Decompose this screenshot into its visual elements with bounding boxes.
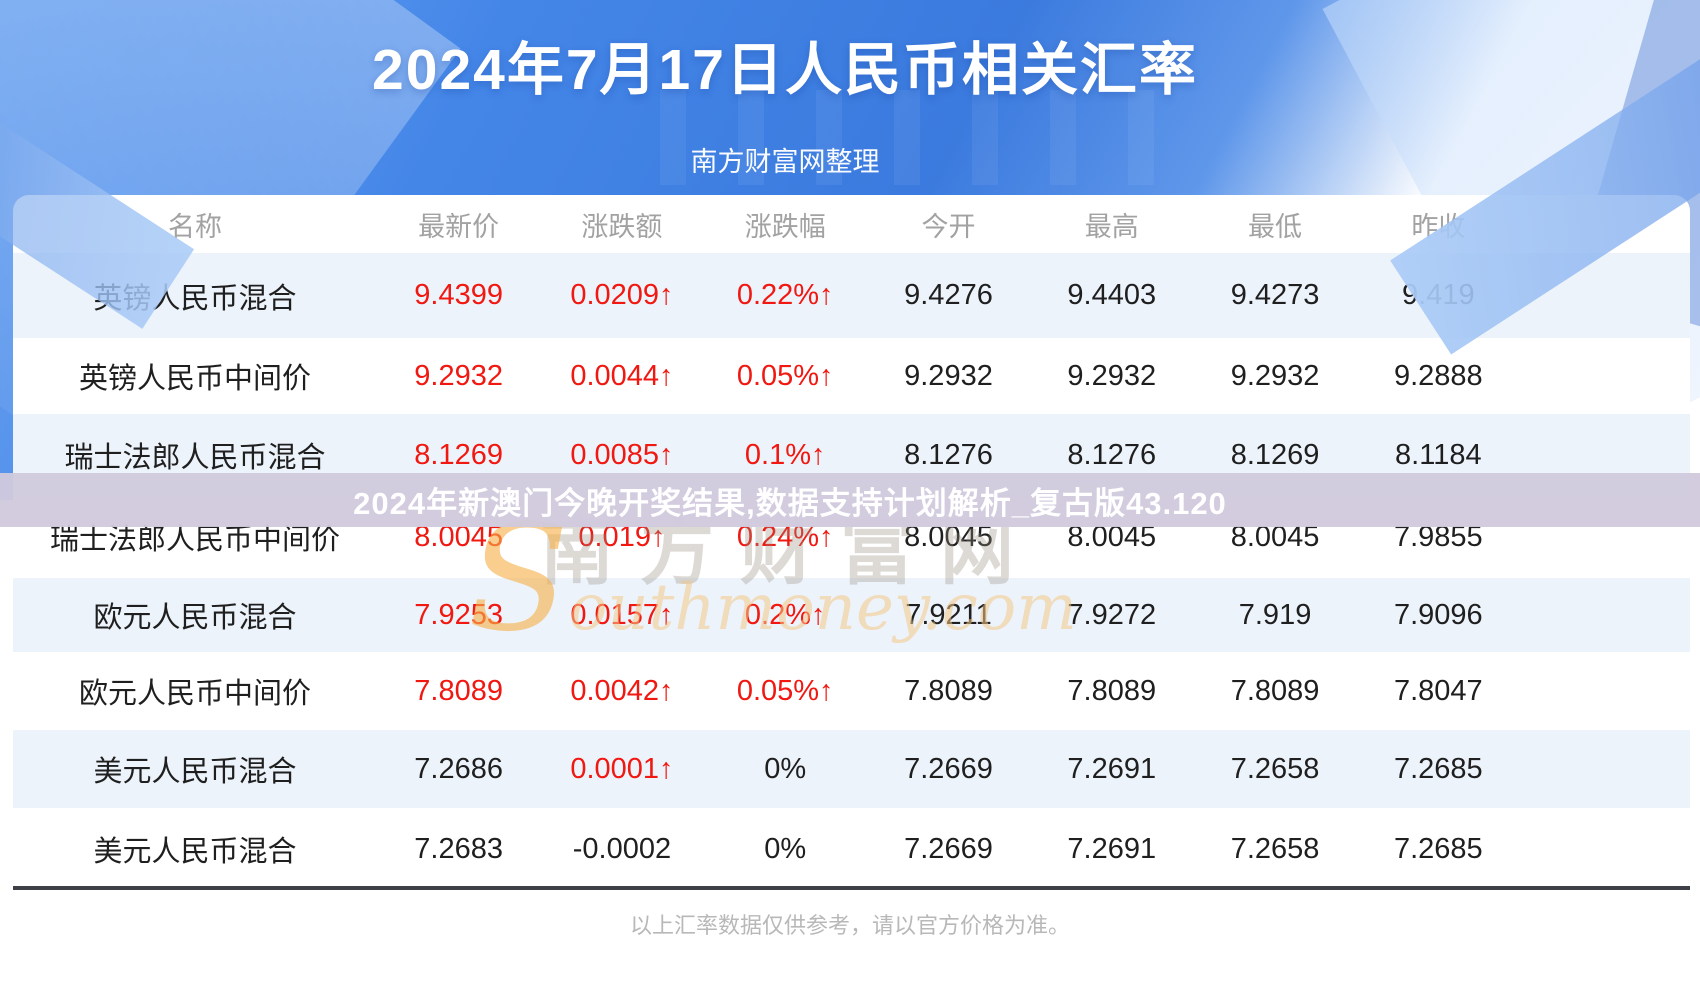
table-row: 英镑人民币中间价 9.2932 0.0044↑ 0.05%↑ 9.2932 9.2932 9…: [13, 338, 1690, 414]
change-cell: -0.0002: [572, 832, 672, 865]
open-cell: 8.1276: [904, 438, 993, 471]
currency-name-cell: 美元人民币混合: [93, 756, 297, 788]
prev-cell: 9.419: [1402, 279, 1475, 311]
low-cell: 7.2658: [1230, 752, 1320, 785]
table-row: 英镑人民币混合 9.4399 0.0209↑ 0.22%↑ 9.4276 9.4403 9.…: [13, 253, 1690, 338]
column-header-7: 昨收: [1411, 211, 1466, 242]
page-title: 2024年7月17日人民币相关汇率: [372, 38, 1198, 102]
page-subtitle: 南方财富网整理: [690, 147, 880, 177]
disclaimer-text: 以上汇率数据仅供参考，请以官方价格为准。: [629, 913, 1070, 938]
overlay-ad-banner: 2024年新澳门今晚开奖结果,数据支持计划解析_复古版43.120: [0, 473, 1700, 527]
prev-cell: 7.8047: [1393, 674, 1483, 707]
change-cell: 0.0042↑: [570, 674, 674, 707]
column-header-5: 最高: [1084, 211, 1139, 242]
last-cell: 9.2932: [414, 359, 503, 392]
change-cell: 0.0001↑: [570, 752, 674, 785]
last-cell: 7.2683: [414, 832, 503, 865]
currency-name-cell: 瑞士法郎人民币中间价: [49, 524, 340, 556]
last-cell: 7.9253: [414, 598, 503, 631]
open-cell: 9.4276: [904, 279, 993, 311]
pct-cell: 0%: [764, 752, 807, 785]
high-cell: 7.8089: [1067, 674, 1157, 707]
pct-cell: 0%: [764, 832, 807, 865]
high-cell: 7.2691: [1067, 752, 1157, 785]
pct-cell: 0.05%↑: [736, 359, 834, 392]
currency-name-cell: 瑞士法郎人民币混合: [64, 442, 326, 474]
table-row: 美元人民币混合 7.2686 0.0001↑ 0% 7.2669 7.2691 7.2658…: [13, 730, 1690, 808]
page-header: 2024年7月17日人民币相关汇率 南方财富网整理: [0, 0, 1635, 179]
table-row: 欧元人民币中间价 7.8089 0.0042↑ 0.05%↑ 7.8089 7.8089 7…: [13, 652, 1690, 730]
last-cell: 8.1269: [414, 438, 503, 471]
change-cell: 0.0209↑: [570, 279, 674, 311]
high-cell: 9.2932: [1067, 359, 1157, 392]
prev-cell: 7.9096: [1393, 598, 1483, 631]
column-header-4: 今开: [921, 211, 976, 242]
open-cell: 7.2669: [904, 832, 993, 865]
low-cell: 9.2932: [1230, 359, 1320, 392]
footer-divider: [13, 886, 1690, 890]
change-cell: 0.0085↑: [570, 438, 674, 471]
currency-name-cell: 英镑人民币混合: [93, 282, 297, 315]
currency-name-cell: 欧元人民币混合: [93, 602, 297, 634]
column-header-1: 最新价: [418, 211, 500, 242]
high-cell: 7.2691: [1067, 832, 1157, 865]
open-cell: 7.8089: [904, 674, 993, 707]
table-body: 英镑人民币混合 9.4399 0.0209↑ 0.22%↑ 9.4276 9.4403 9.…: [13, 253, 1690, 890]
high-cell: 9.4403: [1067, 279, 1157, 311]
decor-candlestick-pattern: [660, 90, 1180, 185]
table-header-row: 名称 最新价 涨跌额 涨跌幅 今开 最高 最低 昨收: [13, 195, 1690, 253]
prev-cell: 8.1184: [1395, 438, 1482, 471]
low-cell: 7.2658: [1230, 832, 1320, 865]
change-cell: 0.0157↑: [570, 598, 674, 631]
column-header-6: 最低: [1248, 211, 1303, 242]
prev-cell: 7.2685: [1393, 832, 1483, 865]
pct-cell: 0.05%↑: [736, 674, 834, 707]
open-cell: 7.2669: [904, 752, 993, 785]
low-cell: 7.8089: [1230, 674, 1320, 707]
high-cell: 8.1276: [1067, 438, 1157, 471]
last-cell: 7.8089: [414, 674, 503, 707]
pct-cell: 0.1%↑: [744, 438, 826, 471]
column-header-0: 名称: [168, 211, 222, 242]
open-cell: 9.2932: [904, 359, 993, 392]
last-cell: 7.2686: [414, 752, 503, 785]
pct-cell: 0.2%↑: [744, 598, 826, 631]
low-cell: 7.919: [1238, 598, 1312, 631]
low-cell: 9.4273: [1230, 279, 1320, 311]
rates-table-card: 名称 最新价 涨跌额 涨跌幅 今开 最高 最低 昨收 英镑人民币混合 9.4399 0.0209↑…: [13, 195, 1690, 890]
table-row: 欧元人民币混合 7.9253 0.0157↑ 0.2%↑ 7.9211 7.9272 7.9…: [13, 578, 1690, 652]
pct-cell: 0.22%↑: [736, 279, 834, 311]
overlay-ad-text: 2024年新澳门今晚开奖结果,数据支持计划解析_复古版43.120: [353, 485, 1227, 521]
open-cell: 7.9211: [905, 598, 992, 631]
currency-name-cell: 美元人民币混合: [93, 836, 297, 868]
high-cell: 7.9272: [1067, 598, 1157, 631]
column-header-2: 涨跌额: [581, 211, 663, 242]
prev-cell: 7.2685: [1393, 752, 1483, 785]
column-header-3: 涨跌幅: [744, 211, 826, 242]
currency-name-cell: 欧元人民币中间价: [78, 678, 311, 710]
prev-cell: 9.2888: [1393, 359, 1483, 392]
last-cell: 9.4399: [414, 279, 503, 311]
low-cell: 8.1269: [1230, 438, 1320, 471]
change-cell: 0.0044↑: [570, 359, 674, 392]
currency-name-cell: 英镑人民币中间价: [78, 363, 311, 395]
table-row: 美元人民币混合 7.2683 -0.0002 0% 7.2669 7.2691 7.2658…: [13, 808, 1690, 890]
